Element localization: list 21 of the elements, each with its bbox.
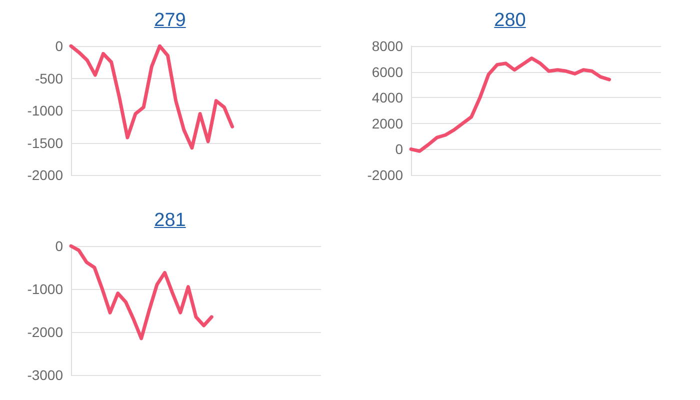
y-tick-label: 6000 xyxy=(372,64,404,80)
y-tick-label: -1500 xyxy=(27,134,64,151)
y-tick-label: -1000 xyxy=(27,102,64,118)
chart-title: 281 xyxy=(154,210,186,231)
line-series xyxy=(69,44,234,150)
line-series xyxy=(409,56,612,153)
chart-title: 279 xyxy=(154,10,186,31)
y-tick-label: 2000 xyxy=(372,115,404,132)
y-tick-label: 0 xyxy=(55,238,64,254)
line-series xyxy=(69,244,214,340)
chart-title: 280 xyxy=(494,10,526,31)
y-tick-label: 4000 xyxy=(372,90,404,106)
y-tick-label: 0 xyxy=(395,141,404,158)
y-tick-label: -2000 xyxy=(27,324,64,340)
y-tick-label: 8000 xyxy=(372,38,404,54)
y-tick-label: -1000 xyxy=(27,281,64,297)
y-tick-label: -2000 xyxy=(367,167,404,183)
y-tick-label: -500 xyxy=(34,70,64,86)
y-tick-label: -3000 xyxy=(27,367,64,383)
y-tick-label: -2000 xyxy=(27,167,64,183)
y-tick-label: 0 xyxy=(55,38,64,54)
